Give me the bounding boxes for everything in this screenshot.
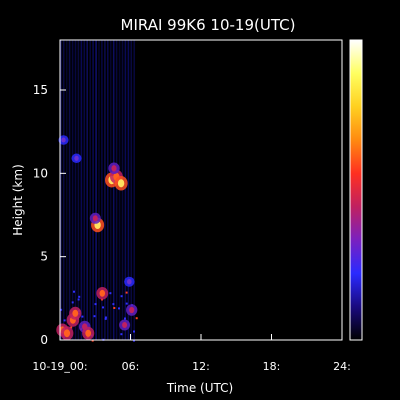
- echo-column: [98, 40, 100, 340]
- x-tick-label: 10-19_00:: [32, 360, 87, 373]
- echo-pixel: [120, 333, 123, 336]
- data-layer: [56, 40, 138, 342]
- echo-pixel: [104, 317, 107, 320]
- echo-pixel: [112, 303, 115, 306]
- echo-pixel: [70, 326, 73, 329]
- y-tick-label: 10: [33, 166, 48, 180]
- x-tick-label: 18:: [263, 360, 281, 373]
- echo-column: [115, 40, 118, 340]
- echo-pixel: [102, 306, 104, 309]
- echo-column: [104, 40, 106, 340]
- echo-pixel: [78, 295, 81, 298]
- echo-column: [60, 40, 62, 340]
- echo-column: [65, 40, 68, 340]
- echo-core: [111, 165, 117, 172]
- echo-column: [101, 40, 103, 340]
- echo-pixel: [91, 339, 94, 342]
- echo-column: [107, 40, 109, 340]
- echo-pixel: [60, 308, 63, 311]
- echo-column: [77, 40, 80, 340]
- echo-pixel: [63, 319, 66, 322]
- echo-pixel: [104, 316, 107, 319]
- echo-pixel: [109, 292, 112, 295]
- echo-core: [99, 289, 106, 297]
- echo-column: [124, 40, 127, 340]
- echo-pixel: [125, 291, 128, 294]
- echo-column: [89, 40, 91, 340]
- echo-core: [129, 306, 135, 314]
- echo-pixel: [77, 298, 80, 301]
- echo-column: [68, 40, 71, 340]
- echo-pixel: [133, 330, 135, 333]
- echo-pixel: [71, 301, 74, 304]
- echo-core: [127, 279, 132, 285]
- echo-core: [92, 215, 98, 222]
- echo-core: [74, 155, 79, 161]
- echo-pixel: [135, 317, 138, 320]
- y-tick-label: 15: [33, 83, 48, 97]
- echo-column: [86, 40, 88, 340]
- echo-core: [117, 179, 125, 188]
- chart-title: MIRAI 99K6 10-19(UTC): [121, 16, 296, 34]
- echo-pixel: [94, 303, 97, 306]
- echo-column: [80, 40, 83, 340]
- echo-column: [127, 40, 130, 340]
- y-tick-label: 0: [40, 333, 48, 347]
- x-tick-label: 06:: [122, 360, 140, 373]
- echo-column: [130, 40, 133, 340]
- echo-pixel: [120, 295, 123, 298]
- echo-column: [95, 40, 97, 340]
- echo-column: [62, 40, 65, 340]
- echo-pixel: [113, 307, 116, 309]
- echo-pixel: [125, 302, 128, 305]
- echo-pixel: [81, 315, 84, 318]
- echo-core: [72, 309, 79, 317]
- echo-column: [71, 40, 74, 340]
- x-tick-label: 24:: [333, 360, 351, 373]
- x-tick-label: 12:: [192, 360, 210, 373]
- echo-column: [83, 40, 86, 340]
- echo-core: [63, 329, 71, 338]
- echo-pixel: [93, 315, 96, 318]
- echo-pixel: [124, 317, 126, 320]
- echo-column: [74, 40, 77, 340]
- y-tick-label: 5: [40, 250, 48, 264]
- y-axis-label: Height (km): [11, 164, 25, 235]
- x-axis-label: Time (UTC): [166, 381, 233, 395]
- y-axis: 0 5 10 15: [33, 83, 66, 347]
- echo-column: [112, 40, 115, 340]
- echo-core: [122, 322, 128, 328]
- echo-pixel: [73, 290, 75, 293]
- colorbar: [349, 39, 363, 341]
- echo-column: [92, 40, 94, 340]
- echo-core: [61, 137, 66, 143]
- echo-pixel: [118, 307, 120, 310]
- echo-column: [133, 40, 135, 340]
- echo-pixel: [133, 339, 135, 342]
- echo-column: [109, 40, 112, 340]
- echo-core: [85, 329, 92, 337]
- x-axis: 10-19_00: 06: 12: 18: 24:: [32, 334, 351, 373]
